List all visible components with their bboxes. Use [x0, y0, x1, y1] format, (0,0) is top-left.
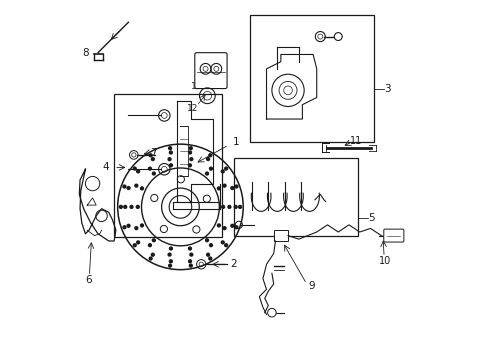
Circle shape [134, 184, 139, 188]
Circle shape [230, 224, 235, 228]
Text: 11: 11 [350, 136, 362, 145]
Text: 5: 5 [368, 213, 374, 222]
FancyBboxPatch shape [195, 53, 227, 89]
Circle shape [220, 169, 225, 174]
Circle shape [189, 157, 194, 161]
Text: 1: 1 [233, 138, 239, 147]
Circle shape [140, 223, 144, 228]
Circle shape [122, 184, 126, 189]
Circle shape [188, 246, 192, 251]
Circle shape [151, 253, 155, 257]
Circle shape [206, 157, 210, 161]
Circle shape [134, 226, 139, 230]
Circle shape [168, 146, 172, 150]
Circle shape [209, 243, 213, 247]
Circle shape [217, 186, 221, 190]
Bar [274, 230, 288, 241]
Circle shape [188, 259, 192, 264]
Circle shape [169, 259, 173, 264]
Circle shape [234, 225, 239, 229]
Circle shape [205, 238, 209, 242]
Circle shape [140, 186, 144, 190]
Circle shape [152, 238, 156, 242]
Circle shape [234, 205, 238, 209]
Text: 3: 3 [385, 84, 391, 94]
Text: 8: 8 [82, 48, 89, 58]
Circle shape [168, 252, 172, 257]
Bar [114, 94, 221, 237]
Circle shape [188, 150, 192, 155]
Text: 9: 9 [308, 281, 315, 291]
Circle shape [189, 252, 194, 257]
Circle shape [230, 186, 235, 190]
Circle shape [129, 205, 134, 209]
Circle shape [209, 166, 213, 171]
Circle shape [123, 205, 127, 209]
Circle shape [169, 163, 173, 167]
Text: 12: 12 [187, 104, 198, 113]
Circle shape [208, 256, 212, 261]
Circle shape [122, 225, 126, 229]
Circle shape [148, 153, 153, 157]
Circle shape [126, 186, 131, 190]
Circle shape [151, 157, 155, 161]
Circle shape [234, 184, 239, 189]
Bar [234, 158, 358, 235]
Circle shape [222, 184, 227, 188]
Circle shape [133, 166, 137, 171]
Circle shape [208, 153, 212, 157]
Circle shape [189, 146, 193, 150]
Circle shape [126, 224, 131, 228]
Circle shape [136, 240, 140, 244]
Circle shape [168, 157, 172, 161]
Circle shape [238, 205, 242, 209]
Circle shape [224, 166, 228, 171]
Circle shape [224, 243, 228, 247]
Text: 6: 6 [86, 275, 92, 285]
Circle shape [148, 256, 153, 261]
Circle shape [133, 243, 137, 247]
Circle shape [136, 169, 140, 174]
Circle shape [148, 166, 152, 171]
Circle shape [227, 205, 232, 209]
Text: 2: 2 [230, 259, 237, 269]
Circle shape [152, 171, 156, 176]
Text: 10: 10 [379, 256, 391, 266]
Circle shape [188, 163, 192, 167]
Circle shape [222, 226, 227, 230]
Circle shape [220, 240, 225, 244]
Text: 4: 4 [102, 162, 109, 172]
Circle shape [205, 171, 209, 176]
Circle shape [148, 243, 152, 247]
FancyBboxPatch shape [384, 229, 404, 242]
Text: 13: 13 [191, 82, 202, 91]
Bar [250, 15, 374, 142]
Circle shape [169, 150, 173, 155]
Circle shape [206, 253, 210, 257]
Circle shape [168, 264, 172, 268]
Circle shape [169, 246, 173, 251]
Text: 7: 7 [150, 148, 157, 158]
Circle shape [221, 205, 225, 209]
Circle shape [136, 205, 140, 209]
Circle shape [189, 264, 193, 268]
Circle shape [119, 205, 123, 209]
Circle shape [217, 223, 221, 228]
